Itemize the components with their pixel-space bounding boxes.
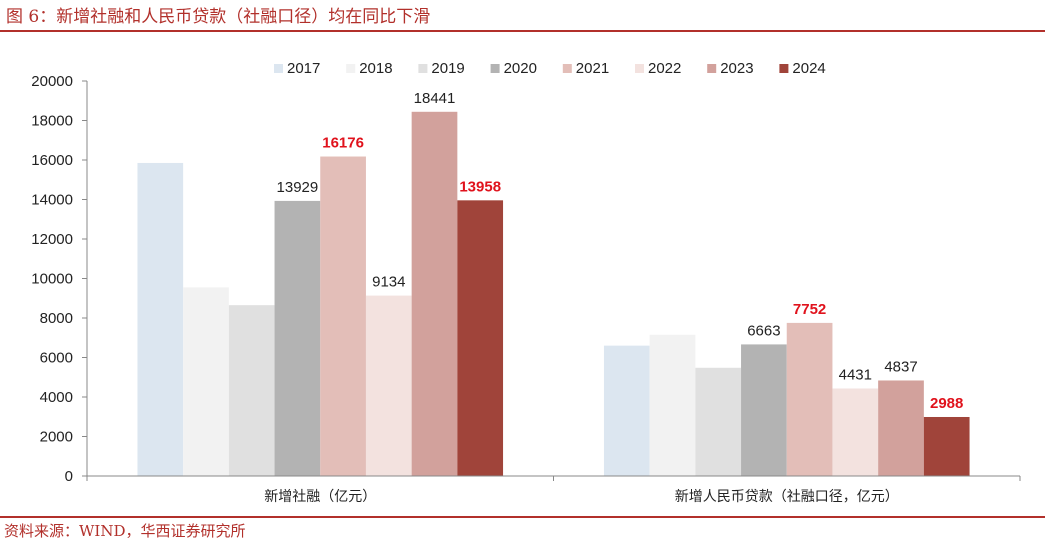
bar-2018 — [183, 287, 229, 476]
bar-2018 — [649, 334, 696, 476]
y-tick-label: 4000 — [40, 389, 73, 406]
top-divider — [0, 30, 1045, 32]
bar-2021 — [320, 156, 366, 476]
data-labels: 13929 16176 9134 18441 13958 6663 7752 4431 4837… — [277, 90, 964, 412]
y-tick-label: 20000 — [31, 73, 73, 90]
y-tick-label: 2000 — [40, 429, 73, 446]
data-label: 16176 — [322, 135, 364, 152]
data-label: 13929 — [277, 179, 319, 196]
bar-2023 — [878, 380, 924, 476]
legend-label: 2023 — [720, 60, 753, 77]
data-label: 18441 — [414, 90, 456, 107]
data-label: 4837 — [884, 358, 917, 375]
x-axis: 新增社融（亿元） 新增人民币贷款（社融口径，亿元） — [86, 475, 1021, 505]
legend-swatch-2024 — [779, 64, 789, 73]
data-label: 7752 — [793, 301, 826, 318]
legend-swatch-2020 — [490, 64, 500, 73]
bar-2017 — [137, 162, 184, 476]
bar-2019 — [228, 305, 275, 476]
bar-2020 — [274, 200, 321, 476]
x-category-label: 新增社融（亿元） — [264, 489, 376, 505]
y-tick-label: 18000 — [31, 113, 73, 130]
legend-label: 2019 — [431, 60, 464, 77]
legend-label: 2024 — [792, 60, 825, 77]
y-tick-label: 10000 — [31, 271, 73, 288]
data-label: 2988 — [930, 395, 963, 412]
source-note: 资料来源：WIND，华西证券研究所 — [4, 522, 246, 540]
legend-label: 2022 — [648, 60, 681, 77]
bar-2022 — [832, 388, 879, 476]
bars — [137, 111, 970, 476]
legend-swatch-2017 — [274, 64, 283, 73]
bar-2017 — [603, 345, 650, 476]
bar-2022 — [365, 295, 412, 476]
data-label: 6663 — [747, 322, 780, 339]
y-axis: 0 2000 4000 6000 8000 10000 12000 14000 16000 180… — [31, 73, 88, 485]
legend-swatch-2018 — [346, 64, 356, 73]
bottom-divider — [0, 516, 1045, 518]
figure-title: 图 6：新增社融和人民币贷款（社融口径）均在同比下滑 — [6, 7, 431, 27]
y-tick-label: 12000 — [31, 231, 73, 248]
data-label: 9134 — [372, 274, 405, 291]
y-tick-label: 0 — [65, 468, 73, 485]
legend-label: 2018 — [359, 60, 392, 77]
legend-swatch-2021 — [562, 64, 572, 73]
bar-2023 — [411, 111, 458, 476]
legend-swatch-2023 — [707, 64, 717, 73]
x-category-label: 新增人民币贷款（社融口径，亿元） — [675, 489, 899, 505]
y-tick-label: 6000 — [40, 350, 73, 367]
legend-label: 2017 — [287, 60, 320, 77]
legend-label: 2021 — [576, 60, 609, 77]
bar-2024 — [457, 200, 504, 476]
bar-2024 — [923, 416, 970, 476]
bar-2019 — [695, 367, 742, 476]
legend-swatch-2022 — [635, 64, 644, 73]
y-tick-label: 14000 — [31, 192, 73, 209]
data-label: 13958 — [459, 178, 501, 195]
legend: 2017 2018 2019 2020 2021 2022 2023 2024 — [274, 60, 826, 77]
legend-label: 2020 — [504, 60, 537, 77]
y-tick-label: 16000 — [31, 152, 73, 169]
bar-2021 — [786, 322, 833, 476]
y-tick-label: 8000 — [40, 310, 73, 327]
legend-swatch-2019 — [418, 64, 428, 73]
bar-2020 — [741, 344, 787, 476]
data-label: 4431 — [839, 366, 872, 383]
